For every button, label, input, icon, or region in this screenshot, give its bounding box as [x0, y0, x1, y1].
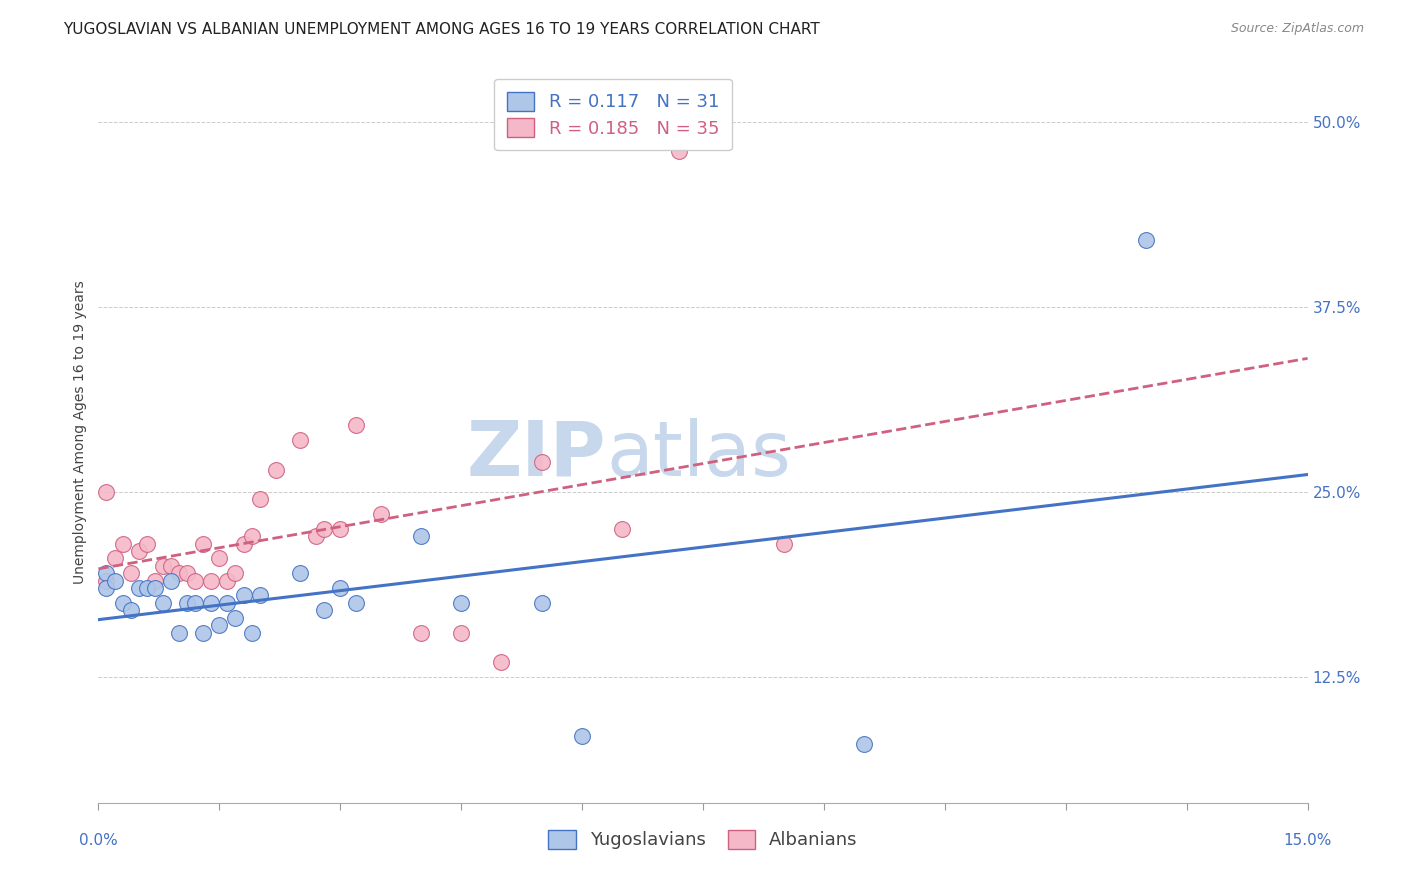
Point	[96, 566, 118, 581]
Point	[111, 596, 134, 610]
Point	[232, 589, 254, 603]
Point	[128, 581, 150, 595]
Point	[240, 625, 263, 640]
Point	[249, 492, 271, 507]
Point	[200, 574, 222, 588]
Point	[409, 625, 432, 640]
Point	[143, 574, 166, 588]
Point	[329, 522, 352, 536]
Point	[120, 566, 142, 581]
Text: YUGOSLAVIAN VS ALBANIAN UNEMPLOYMENT AMONG AGES 16 TO 19 YEARS CORRELATION CHART: YUGOSLAVIAN VS ALBANIAN UNEMPLOYMENT AMO…	[63, 22, 820, 37]
Point	[344, 418, 367, 433]
Point	[232, 536, 254, 550]
Point	[96, 574, 118, 588]
Text: atlas: atlas	[606, 417, 792, 491]
Point	[224, 610, 246, 624]
Point	[152, 596, 174, 610]
Point	[103, 551, 125, 566]
Point	[96, 581, 118, 595]
Point	[184, 574, 207, 588]
Point	[288, 433, 311, 447]
Point	[314, 603, 336, 617]
Point	[612, 522, 634, 536]
Point	[370, 507, 392, 521]
Point	[135, 581, 157, 595]
Point	[264, 462, 287, 476]
Point	[96, 484, 118, 499]
Point	[450, 596, 472, 610]
Point	[208, 618, 231, 632]
Point	[314, 522, 336, 536]
Point	[329, 581, 352, 595]
Text: ZIP: ZIP	[467, 417, 606, 491]
Point	[450, 625, 472, 640]
Point	[128, 544, 150, 558]
Point	[305, 529, 328, 543]
Legend: Yugoslavians, Albanians: Yugoslavians, Albanians	[541, 822, 865, 856]
Point	[224, 566, 246, 581]
Point	[208, 551, 231, 566]
Point	[491, 655, 513, 669]
Point	[167, 625, 190, 640]
Point	[530, 596, 553, 610]
Point	[184, 596, 207, 610]
Text: Source: ZipAtlas.com: Source: ZipAtlas.com	[1230, 22, 1364, 36]
Point	[409, 529, 432, 543]
Point	[772, 536, 794, 550]
Point	[103, 574, 125, 588]
Text: 0.0%: 0.0%	[79, 833, 118, 848]
Point	[160, 558, 183, 573]
Point	[176, 566, 198, 581]
Point	[176, 596, 198, 610]
Point	[120, 603, 142, 617]
Point	[111, 536, 134, 550]
Point	[193, 625, 215, 640]
Point	[167, 566, 190, 581]
Point	[152, 558, 174, 573]
Point	[853, 737, 876, 751]
Point	[668, 145, 690, 159]
Y-axis label: Unemployment Among Ages 16 to 19 years: Unemployment Among Ages 16 to 19 years	[73, 281, 87, 584]
Point	[200, 596, 222, 610]
Text: 15.0%: 15.0%	[1284, 833, 1331, 848]
Point	[344, 596, 367, 610]
Point	[288, 566, 311, 581]
Point	[571, 729, 593, 743]
Point	[240, 529, 263, 543]
Point	[530, 455, 553, 469]
Point	[193, 536, 215, 550]
Point	[1135, 233, 1157, 247]
Point	[217, 574, 239, 588]
Point	[143, 581, 166, 595]
Point	[160, 574, 183, 588]
Point	[249, 589, 271, 603]
Point	[217, 596, 239, 610]
Point	[135, 536, 157, 550]
